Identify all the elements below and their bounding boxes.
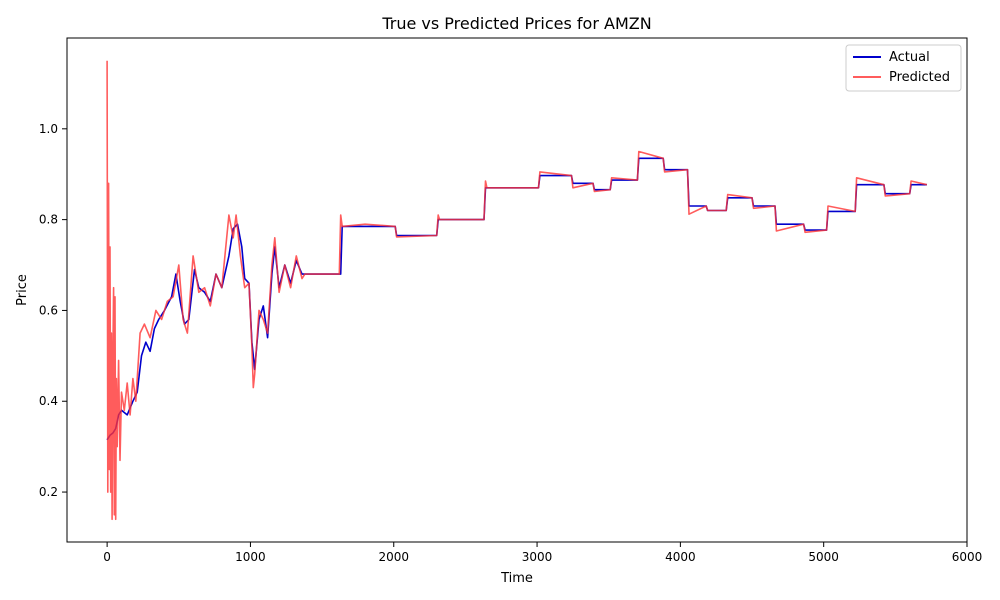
x-tick-label: 2000: [378, 550, 409, 564]
x-tick-label: 4000: [665, 550, 696, 564]
x-tick-label: 6000: [952, 550, 983, 564]
y-tick-label: 0.6: [39, 303, 58, 317]
plot-frame: [66, 37, 968, 543]
series-layer: [106, 60, 928, 521]
chart-title: True vs Predicted Prices for AMZN: [381, 14, 651, 33]
y-tick-label: 0.2: [39, 485, 58, 499]
x-axis-label: Time: [500, 571, 533, 586]
x-axis: 0 1000 2000 3000 4000 5000 6000: [103, 542, 982, 564]
y-axis: 0.2 0.4 0.6 0.8 1.0: [39, 122, 67, 499]
legend-label-predicted: Predicted: [889, 70, 950, 85]
series-line-predicted: [106, 60, 928, 521]
x-tick-label: 5000: [808, 550, 839, 564]
y-tick-label: 0.4: [39, 394, 58, 408]
y-axis-label: Price: [15, 274, 30, 306]
x-tick-label: 0: [103, 550, 111, 564]
y-tick-label: 0.8: [39, 213, 58, 227]
series-line-actual: [106, 157, 927, 441]
x-tick-label: 3000: [522, 550, 553, 564]
x-tick-label: 1000: [235, 550, 266, 564]
plot-area: [66, 37, 968, 543]
y-tick-label: 1.0: [39, 122, 58, 136]
legend-label-actual: Actual: [889, 50, 930, 65]
legend: Actual Predicted: [845, 44, 962, 92]
